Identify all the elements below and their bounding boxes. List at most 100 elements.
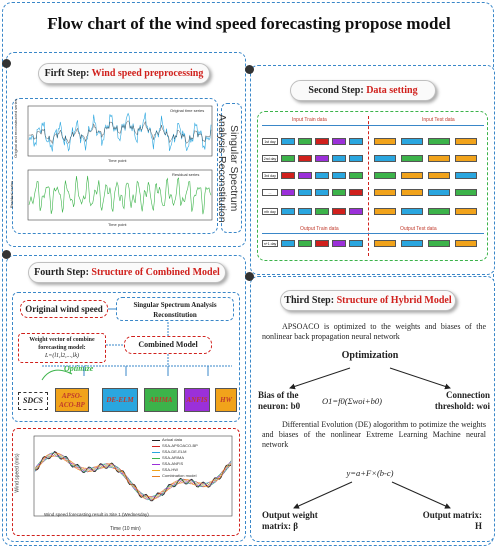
plot1-ylabel: Original and reconstructed series bbox=[12, 99, 18, 158]
train-cell bbox=[349, 208, 363, 215]
step4-flow-frame bbox=[12, 292, 240, 422]
paragraph-apsoaco: APSOACO is optimized to the weights and … bbox=[262, 322, 486, 341]
test-cell bbox=[455, 138, 477, 145]
forecast-chart-frame bbox=[12, 428, 240, 536]
train-cell bbox=[298, 189, 312, 196]
output-train-label: Output Train data bbox=[300, 226, 339, 232]
paragraph-de: Differential Evolution (DE) alogorithm t… bbox=[262, 420, 486, 449]
train-cell bbox=[281, 155, 295, 162]
test-cell bbox=[428, 138, 450, 145]
output-header-bar bbox=[262, 225, 484, 234]
step2-pill bbox=[290, 80, 436, 101]
ssa-vertical-label: Singular Spectrum Analysis Reconstitutio… bbox=[216, 113, 240, 223]
test-cell bbox=[428, 208, 450, 215]
forecast-series-line bbox=[34, 452, 232, 500]
output-train-cell bbox=[281, 240, 295, 247]
outer-frame bbox=[2, 2, 494, 546]
train-cell bbox=[332, 172, 346, 179]
forecast-annotation: Wind speed forecasting result in Site 1 … bbox=[44, 512, 149, 517]
bias-label: Bias of the neuron: b0 bbox=[258, 390, 301, 411]
test-cell bbox=[374, 189, 396, 196]
step1-plot-frame bbox=[12, 98, 218, 234]
test-cell bbox=[401, 189, 423, 196]
output-weight-label: Output weight matrix: β bbox=[262, 510, 318, 531]
output-test-cell bbox=[401, 240, 423, 247]
train-cell bbox=[281, 189, 295, 196]
output-train-cell bbox=[298, 240, 312, 247]
page-title: Flow chart of the wind speed forecasting… bbox=[47, 14, 451, 33]
train-cell bbox=[298, 172, 312, 179]
combined-model-box: Combined Model bbox=[124, 336, 212, 354]
train-cell bbox=[281, 138, 295, 145]
legend-entry: Combination model bbox=[162, 473, 197, 478]
legend-swatch bbox=[152, 464, 160, 465]
step3-arrows bbox=[289, 367, 451, 509]
forecast-chart bbox=[33, 435, 233, 517]
forecast-series-line bbox=[34, 452, 232, 501]
optimization-label: Optimization bbox=[341, 350, 399, 361]
legend-entry: Actual data bbox=[162, 437, 183, 442]
legend-entry: SSA-APSOACO-BP bbox=[162, 443, 198, 448]
model-box-anfis: ANFIS bbox=[184, 388, 210, 412]
forecast-series-line bbox=[34, 453, 232, 500]
legend-swatch bbox=[152, 458, 160, 459]
step4-pill bbox=[28, 262, 226, 283]
row-label: 1st day bbox=[262, 138, 278, 145]
test-cell bbox=[428, 155, 450, 162]
train-cell bbox=[332, 155, 346, 162]
step3-heading: Third Step: Structure of Hybrid Model bbox=[284, 295, 452, 306]
test-cell bbox=[455, 155, 477, 162]
ssa-reconstitution-box: Singular Spectrum Analysis Reconstitutio… bbox=[116, 297, 234, 321]
output-train-cell bbox=[332, 240, 346, 247]
output-matrix-label: Output matrix: H bbox=[422, 510, 482, 531]
residual-series-line bbox=[28, 175, 212, 215]
test-cell bbox=[428, 172, 450, 179]
train-cell bbox=[349, 172, 363, 179]
legend-entry: SSA-ARIMA bbox=[162, 455, 185, 460]
step1-pill bbox=[38, 63, 210, 84]
step3-panel bbox=[250, 276, 495, 542]
step4-dot bbox=[2, 250, 11, 259]
row-label: 2nd day bbox=[262, 155, 278, 162]
step2-heading: Second Step: Data setting bbox=[308, 85, 418, 96]
step3-pill bbox=[280, 290, 456, 311]
threshold-label: Connection threshold: woi bbox=[434, 390, 490, 411]
output-train-cell bbox=[315, 240, 329, 247]
plot2-legend: Residual series bbox=[172, 172, 200, 177]
optimize-label: Optimize bbox=[64, 364, 94, 373]
legend-swatch bbox=[152, 440, 160, 441]
test-cell bbox=[455, 208, 477, 215]
legend-entry: SSA-ANFIS bbox=[162, 461, 184, 466]
forecast-ylabel: Wind speed (m/s) bbox=[14, 453, 21, 493]
original-wind-speed-box: Original wind speed bbox=[20, 300, 108, 318]
train-cell bbox=[349, 189, 363, 196]
forecast-series-line bbox=[34, 452, 232, 501]
train-cell bbox=[315, 155, 329, 162]
test-cell bbox=[401, 208, 423, 215]
data-setting-frame bbox=[257, 111, 488, 261]
model-box-de-elm: DE-ELM bbox=[102, 388, 138, 412]
plot2-ylabel: Residual series bbox=[9, 180, 15, 209]
step1-dot bbox=[2, 59, 11, 68]
train-cell bbox=[349, 155, 363, 162]
test-cell bbox=[455, 189, 477, 196]
legend-swatch bbox=[152, 446, 160, 447]
input-header-bar bbox=[262, 116, 484, 126]
plot1-xlabel: Time point bbox=[108, 158, 127, 163]
output-test-cell bbox=[428, 240, 450, 247]
forecast-xlabel: Time (10 min) bbox=[110, 526, 141, 532]
row-label: ... bbox=[262, 189, 278, 196]
train-cell bbox=[315, 138, 329, 145]
input-train-label: Input Train data bbox=[292, 117, 327, 123]
row-label: n+1 day bbox=[262, 240, 278, 247]
output-test-cell bbox=[455, 240, 477, 247]
legend-entry: SSA-DE-ELM bbox=[162, 449, 187, 454]
step4-heading: Fourth Step: Structure of Combined Model bbox=[34, 267, 220, 278]
step4-connectors bbox=[41, 308, 232, 381]
train-cell bbox=[298, 155, 312, 162]
train-cell bbox=[315, 189, 329, 196]
test-cell bbox=[401, 138, 423, 145]
test-cell bbox=[428, 189, 450, 196]
output-test-label: Output Test data bbox=[400, 226, 437, 232]
train-cell bbox=[332, 208, 346, 215]
